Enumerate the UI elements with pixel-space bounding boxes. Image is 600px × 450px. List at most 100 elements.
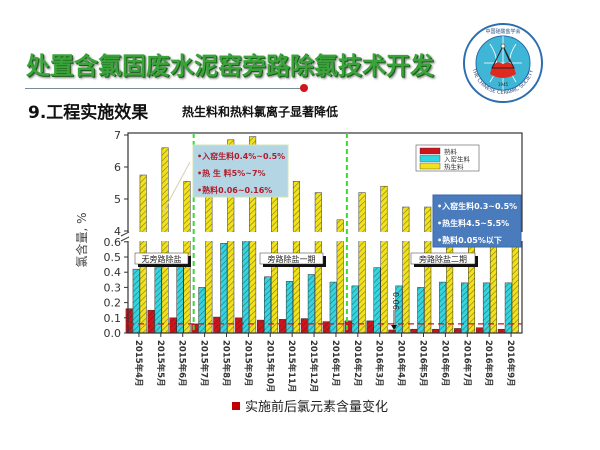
bar-hatch-0-15 <box>454 328 461 333</box>
bar-hatch-0-11 <box>366 320 374 333</box>
bar-hatch-0-12 <box>388 329 396 333</box>
phase-label: 旁路除盐一期 <box>268 254 316 264</box>
divider-dot <box>300 84 308 92</box>
annotation-text: 0.06 <box>391 292 400 310</box>
y-axis-label: 氯含量, % <box>74 212 89 267</box>
bar-hatch-1-4 <box>220 243 227 333</box>
x-tick-label: 2016年3月 <box>374 340 385 387</box>
y-tick-label: 5 <box>114 193 121 206</box>
callout-line: •入窑生料0.3~0.5% <box>437 201 517 211</box>
bar-hatch-1-3 <box>198 287 206 333</box>
bar-hatch-0-5 <box>235 317 242 333</box>
bar-hatch-1-15 <box>461 282 468 333</box>
legend-swatch <box>419 155 441 162</box>
callout-box <box>432 194 522 248</box>
bar-hatch-1-2 <box>176 263 184 333</box>
y-tick-label: 4 <box>114 225 121 238</box>
x-tick-label: 2015年4月 <box>133 340 144 387</box>
bar-hatch-1-10 <box>351 285 359 333</box>
legend-swatch <box>419 147 441 155</box>
bar-hatch-1-0 <box>132 269 140 333</box>
bar-hatch-2-9 <box>336 219 344 333</box>
x-tick-label: 2015年9月 <box>242 340 253 387</box>
section-subtitle: 热生料和热料氯离子显著降低 <box>182 105 339 119</box>
phase-label: 旁路除盐二期 <box>419 254 467 264</box>
bar-hatch-1-1 <box>154 267 162 333</box>
x-tick-label: 2016年2月 <box>352 340 363 387</box>
bar-hatch-0-9 <box>322 321 330 333</box>
bar-hatch-0-16 <box>476 327 483 333</box>
society-logo: 1945 THE CHINESE CERAMIC SOCIETY 中国硅酸盐学会 <box>463 23 543 103</box>
bar-hatch-0-4 <box>213 317 220 333</box>
x-tick-label: 2016年1月 <box>330 340 341 387</box>
caption-text: 实施前后氯元素含量变化 <box>245 400 389 415</box>
bar-hatch-1-8 <box>308 274 315 333</box>
y-tick-label: 7 <box>114 129 121 142</box>
section-heading: 9.工程实施效果 <box>28 103 149 123</box>
bar-hatch-0-0 <box>125 308 133 333</box>
slide-title: 处置含氯固废水泥窑旁路除氯技术开发 <box>26 52 434 80</box>
x-tick-label: 2016年4月 <box>396 340 407 387</box>
callout-pointer <box>162 161 191 213</box>
caption-marker <box>232 402 240 410</box>
bar-hatch-0-2 <box>169 317 177 333</box>
x-tick-label: 2015年12月 <box>308 340 319 393</box>
svg-text:1945: 1945 <box>498 82 509 87</box>
bar-hatch-0-6 <box>257 320 264 333</box>
y-tick-label: 0.2 <box>104 297 122 310</box>
y-tick-label: 0.3 <box>104 281 122 294</box>
axis-break-mark <box>120 231 130 242</box>
y-tick-label: 0.5 <box>104 251 122 264</box>
phase-label-box <box>134 252 189 265</box>
callout-box <box>192 144 289 198</box>
svg-text:中国硅酸盐学会: 中国硅酸盐学会 <box>485 28 520 35</box>
callout-line: •熟料0.05%以下 <box>437 235 502 245</box>
bar-hatch-2-17 <box>512 211 519 333</box>
bar-hatch-0-8 <box>301 318 308 333</box>
axis-break-gap <box>126 232 524 241</box>
annotation-arrowhead <box>391 325 397 330</box>
bar-hatch-0-13 <box>410 329 417 333</box>
bar-hatch-0-1 <box>147 310 155 333</box>
x-tick-label: 2016年9月 <box>505 340 516 387</box>
bar-hatch-0-7 <box>279 319 286 333</box>
bar-hatch-1-12 <box>395 285 403 333</box>
bar-hatch-1-9 <box>329 282 337 333</box>
x-tick-label: 2015年7月 <box>199 340 210 387</box>
callout-line: •熟料0.06~0.16% <box>197 185 272 195</box>
x-tick-label: 2015年11月 <box>286 340 297 393</box>
chart-caption: 实施前后氯元素含量变化 <box>232 396 388 415</box>
legend-label: 熟料 <box>444 147 458 156</box>
phase-label-box <box>410 252 476 265</box>
bar-hatch-2-15 <box>468 208 475 333</box>
y-tick-label: 0.1 <box>104 312 122 325</box>
bar-hatch-0-3 <box>191 323 199 333</box>
bar-hatch-1-5 <box>242 237 249 333</box>
bar-hatch-1-13 <box>417 287 424 333</box>
bar-hatch-1-14 <box>439 282 446 333</box>
callout-line: •入窑生料0.4%~0.5% <box>197 151 285 161</box>
bar-hatch-1-7 <box>286 281 293 333</box>
bar-hatch-1-6 <box>264 276 271 333</box>
bar-hatch-2-16 <box>490 208 497 333</box>
bar-hatch-0-10 <box>344 320 352 333</box>
x-tick-label: 2016年8月 <box>483 340 494 387</box>
legend-label: 热生料 <box>444 162 464 171</box>
bar-hatch-0-14 <box>432 329 439 333</box>
x-tick-label: 2015年10月 <box>264 340 275 393</box>
y-tick-label: 6 <box>114 161 121 174</box>
phase-label-box <box>259 252 324 265</box>
y-tick-label: 0.6 <box>104 236 122 249</box>
bar-hatch-2-10 <box>358 192 366 333</box>
title-divider <box>25 88 303 89</box>
bar-hatch-2-12 <box>402 207 410 333</box>
legend-swatch <box>419 162 441 170</box>
y-tick-label: 0.4 <box>104 266 122 279</box>
bar-hatch-1-11 <box>373 267 381 333</box>
x-tick-label: 2015年6月 <box>177 340 188 387</box>
bar-hatch-2-3 <box>205 167 213 333</box>
bar-hatch-2-14 <box>446 205 453 333</box>
bar-hatch-1-16 <box>483 282 490 333</box>
